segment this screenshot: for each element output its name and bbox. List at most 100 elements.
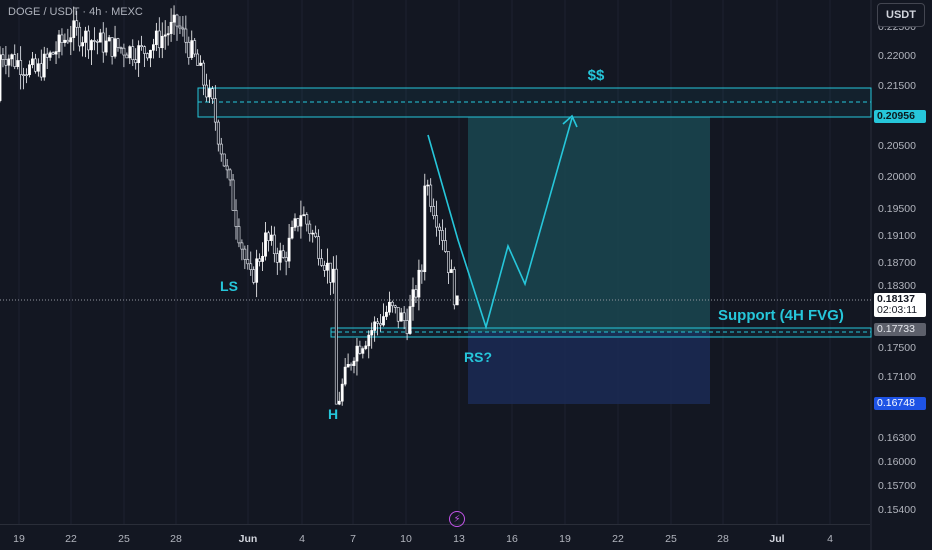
candle-body <box>193 40 197 55</box>
candle-body <box>426 184 430 187</box>
candle-body <box>228 169 232 181</box>
candle-body <box>382 316 385 326</box>
time-tick: Jul <box>769 533 784 545</box>
candle-body <box>308 223 312 234</box>
candle-body <box>75 20 79 28</box>
candle-body <box>446 251 450 273</box>
candle-body <box>231 179 235 211</box>
time-tick: 25 <box>118 533 130 545</box>
symbol-legend[interactable]: DOGE / USDT · 4h · MEXC <box>8 6 143 18</box>
candle-body <box>452 269 456 306</box>
time-tick: 7 <box>350 533 356 545</box>
candle-body <box>87 30 90 51</box>
candle-body <box>178 25 182 29</box>
candle-body <box>213 98 217 123</box>
candle-body <box>234 210 238 227</box>
candle-body <box>349 364 353 366</box>
candle-body <box>196 53 200 66</box>
candle-body <box>432 206 436 217</box>
price-tick: 0.17500 <box>878 342 916 354</box>
candlestick-series <box>0 5 459 406</box>
candle-body <box>78 26 82 47</box>
candle-body <box>101 32 105 53</box>
candle-body <box>140 45 144 47</box>
time-axis[interactable] <box>0 524 870 550</box>
candle-body <box>13 54 17 67</box>
price-tick: 0.20500 <box>878 140 916 152</box>
candle-body <box>399 312 403 322</box>
candle-body <box>358 345 362 354</box>
candle-body <box>152 44 155 51</box>
time-tick: 19 <box>13 533 25 545</box>
candle-body <box>208 88 211 98</box>
candle-body <box>343 366 347 385</box>
candle-body <box>116 38 120 48</box>
last-price-tag: 0.18137 02:03:11 <box>874 293 926 317</box>
right-shoulder-label: RS? <box>464 349 492 365</box>
candle-body <box>272 234 276 255</box>
candle-body <box>379 323 382 326</box>
candle-body <box>429 184 433 207</box>
candle-body <box>54 51 58 55</box>
candle-body <box>48 52 52 58</box>
time-tick: 13 <box>453 533 465 545</box>
candle-body <box>90 40 93 51</box>
candle-body <box>184 28 188 43</box>
candle-body <box>408 306 412 334</box>
candle-body <box>302 214 306 216</box>
candle-body <box>328 262 332 283</box>
candle-body <box>396 307 400 322</box>
candle-body <box>222 153 226 167</box>
candle-body <box>284 257 288 262</box>
candle-body <box>393 305 397 308</box>
time-tick: 28 <box>717 533 729 545</box>
time-tick: Jun <box>239 533 258 545</box>
candle-body <box>60 34 64 43</box>
candle-body <box>417 269 421 298</box>
candle-body <box>154 30 158 45</box>
price-tick: 0.22000 <box>878 50 916 62</box>
candle-body <box>438 226 441 231</box>
price-tick: 0.21500 <box>878 80 916 92</box>
candle-body <box>405 320 409 334</box>
candle-body <box>66 39 70 43</box>
candle-body <box>264 232 267 257</box>
candle-body <box>1 54 5 60</box>
stop-price-tag: 0.16748 <box>874 397 926 410</box>
candle-body <box>225 165 229 171</box>
candle-body <box>16 60 20 67</box>
candle-body <box>317 236 321 259</box>
projection-arrowhead <box>562 114 578 128</box>
candle-body <box>143 46 146 54</box>
candle-body <box>190 40 194 58</box>
candle-body <box>219 143 223 155</box>
candle-body <box>246 259 250 265</box>
candle-body <box>205 84 208 98</box>
support-price-tag: 0.17733 <box>874 323 926 336</box>
candle-body <box>435 215 439 228</box>
candle-body <box>237 226 241 244</box>
price-tick: 0.16300 <box>878 432 916 444</box>
candle-body <box>334 268 338 405</box>
candle-body <box>81 42 85 47</box>
time-tick: 10 <box>400 533 412 545</box>
candle-body <box>340 383 344 402</box>
candle-body <box>385 311 388 317</box>
candle-body <box>258 258 262 262</box>
candle-body <box>355 345 359 362</box>
candle-body <box>10 54 14 60</box>
candle-body <box>166 33 170 36</box>
time-tick: 4 <box>299 533 305 545</box>
candle-body <box>370 330 374 336</box>
candle-body <box>199 62 203 66</box>
price-tick: 0.19500 <box>878 203 916 215</box>
time-tick: 19 <box>559 533 571 545</box>
price-tick: 0.17100 <box>878 371 916 383</box>
target-label: $$ <box>588 67 605 84</box>
candle-body <box>320 258 323 266</box>
candle-body <box>287 237 291 262</box>
candle-body <box>172 14 176 23</box>
lightning-icon[interactable]: ⚡ <box>449 511 465 527</box>
currency-button[interactable]: USDT <box>877 3 925 27</box>
